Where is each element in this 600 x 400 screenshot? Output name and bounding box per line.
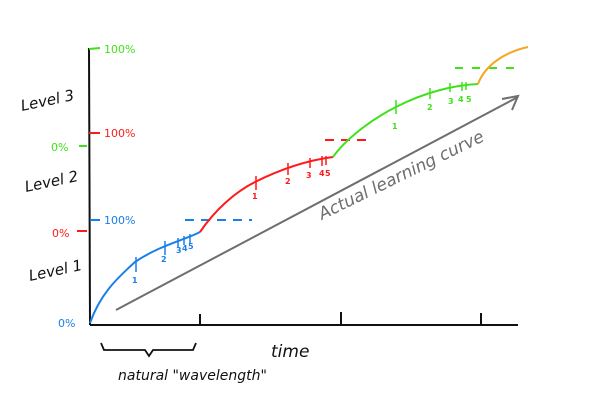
level1-tick-1: 1 [132,276,138,285]
level3-full-label: 100% [104,43,135,56]
level2-curve [199,156,334,233]
time-label: time [271,342,309,362]
level1-zero-label: 0% [58,317,75,330]
level1-tick-3: 3 [176,246,182,255]
level2-zero-label: 0% [52,227,69,240]
actual-learning-curve [115,96,519,311]
level3-zero-label: 0% [51,141,68,154]
level1-full-label: 100% [104,214,135,227]
level3-tick-1: 1 [392,122,398,131]
y-axis [88,47,91,326]
level3-full-tick [88,47,101,50]
level2-full-label: 100% [104,127,135,140]
level1-tick-5: 5 [188,242,194,251]
next-level-curve [477,46,529,85]
wavelength-label: natural "wavelength" [118,368,267,384]
level2-tick-5: 5 [325,169,331,178]
level2-label: Level 2 [23,167,80,196]
level2-tick-4: 4 [319,169,325,178]
actual-curve-label: Actual learning curve [315,127,488,225]
arrow-head-icon [501,94,520,111]
level2-tick-3: 3 [306,171,312,180]
level1-label: Level 1 [27,256,84,285]
level1-milestone-ticks [135,234,191,272]
level2-tick-1: 1 [252,192,258,201]
level3-tick-4: 4 [458,95,464,104]
level1-tick-4: 4 [182,244,188,253]
level3-tick-5: 5 [466,95,472,104]
level3-tick-2: 2 [427,103,433,112]
level3-label: Level 3 [19,86,76,115]
level3-tick-3: 3 [448,97,454,106]
level2-tick-2: 2 [285,177,291,186]
level1-tick-2: 2 [161,255,167,264]
level3-milestone-ticks [395,82,467,114]
level2-milestone-ticks [255,156,327,190]
wavelength-brace [100,342,197,358]
x-axis-tick [199,312,482,325]
